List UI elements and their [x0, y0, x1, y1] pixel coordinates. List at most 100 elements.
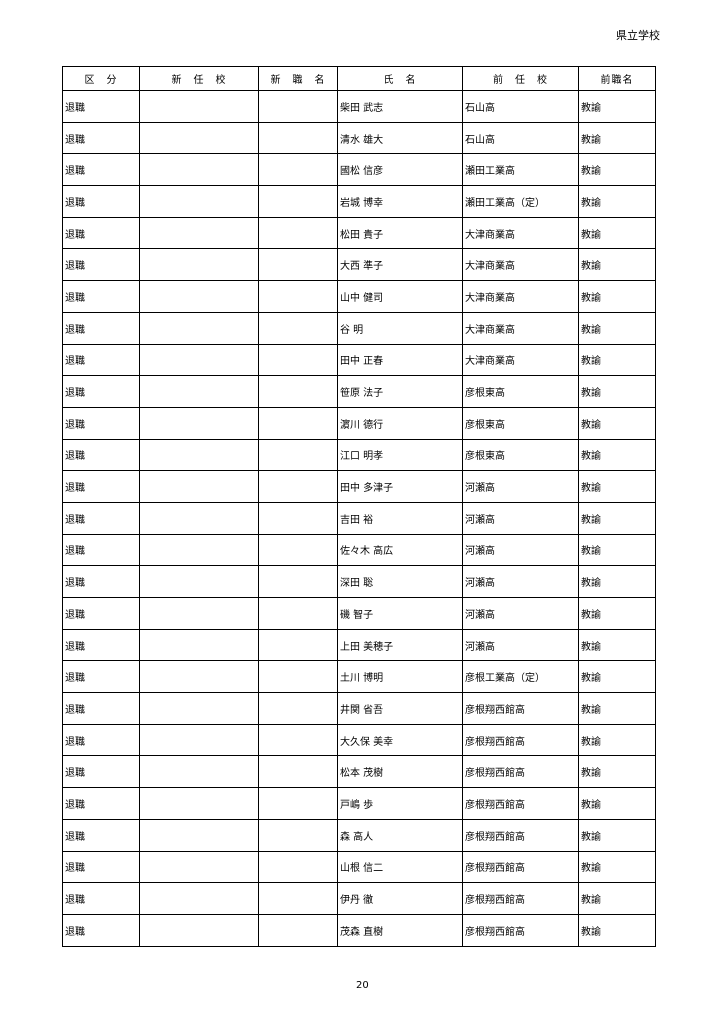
new-position-cell [258, 121, 338, 155]
previous-school-cell: 彦根翔西館高 [462, 913, 579, 947]
new-position-cell [258, 723, 338, 757]
previous-position-cell: 教諭 [578, 470, 656, 503]
previous-school-cell: 彦根翔西館高 [462, 850, 579, 884]
category-cell: 退職 [62, 216, 140, 250]
previous-school-cell: 河瀬高 [462, 470, 579, 503]
name-cell: 國松 信彦 [337, 153, 463, 187]
new-position-cell [258, 692, 338, 725]
table-row: 退職 田中 多津子 河瀬高 教諭 [62, 470, 656, 503]
table-row: 退職 井関 省吾 彦根翔西館高 教諭 [62, 692, 656, 725]
new-position-cell [258, 470, 338, 503]
previous-position-cell: 教諭 [578, 90, 656, 123]
previous-position-cell: 教諭 [578, 121, 656, 155]
previous-school-cell: 瀬田工業高（定） [462, 185, 579, 218]
new-school-cell [139, 501, 259, 535]
category-cell: 退職 [62, 343, 140, 377]
new-school-cell [139, 121, 259, 155]
previous-school-cell: 瀬田工業高 [462, 153, 579, 187]
new-position-cell [258, 343, 338, 377]
new-position-cell [258, 913, 338, 947]
new-school-cell [139, 597, 259, 630]
category-cell: 退職 [62, 533, 140, 567]
category-cell: 退職 [62, 597, 140, 630]
table-row: 退職 戸嶋 歩彦根翔西館高 教諭 [62, 787, 656, 820]
table-body: 退職 柴田 武志 石山高 教諭 退職 清水 雄大 石山高 教諭 退職 國松 信彦 瀬田工業高 教諭 退職… [62, 90, 656, 947]
previous-position-cell: 教諭 [578, 723, 656, 757]
table-row: 退職 山中 健司 大津商業高 教諭 [62, 280, 656, 313]
name-cell: 茂森 直樹 [337, 913, 463, 947]
category-cell: 退職 [62, 850, 140, 884]
previous-position-cell: 教諭 [578, 787, 656, 820]
new-school-cell [139, 692, 259, 725]
previous-position-cell: 教諭 [578, 311, 656, 345]
new-school-cell [139, 90, 259, 123]
previous-school-cell: 彦根東高 [462, 375, 579, 408]
name-cell: 磯 智子 [337, 597, 463, 630]
new-school-cell [139, 406, 259, 440]
previous-position-cell: 教諭 [578, 597, 656, 630]
name-cell: 谷 明 [337, 311, 463, 345]
new-school-cell [139, 470, 259, 503]
new-position-cell [258, 787, 338, 820]
new-position-cell [258, 90, 338, 123]
new-position-cell [258, 280, 338, 313]
name-cell: 松田 貴子 [337, 216, 463, 250]
header-label: 県立学校 [616, 29, 660, 42]
new-position-cell [258, 660, 338, 694]
previous-position-cell: 教諭 [578, 185, 656, 218]
new-position-cell [258, 533, 338, 567]
name-cell: 山中 健司 [337, 280, 463, 313]
previous-position-cell: 教諭 [578, 343, 656, 377]
column-header-name: 氏 名 [337, 66, 463, 91]
new-school-cell [139, 280, 259, 313]
new-school-cell [139, 628, 259, 662]
name-cell: 佐々木 高広 [337, 533, 463, 567]
new-position-cell [258, 248, 338, 282]
new-school-cell [139, 311, 259, 345]
previous-position-cell: 教諭 [578, 216, 656, 250]
name-cell: 上田 美穂子 [337, 628, 463, 662]
previous-position-cell: 教諭 [578, 913, 656, 947]
name-cell: 笹原 法子 [337, 375, 463, 408]
category-cell: 退職 [62, 311, 140, 345]
category-cell: 退職 [62, 882, 140, 915]
category-cell: 退職 [62, 185, 140, 218]
new-position-cell [258, 628, 338, 662]
new-school-cell [139, 216, 259, 250]
table-row: 退職 國松 信彦 瀬田工業高 教諭 [62, 153, 656, 187]
previous-school-cell: 彦根翔西館高 [462, 818, 579, 852]
previous-position-cell: 教諭 [578, 533, 656, 567]
name-cell: 戸嶋 歩 [337, 787, 463, 820]
new-school-cell [139, 343, 259, 377]
table-row: 退職 大西 準子 大津商業高 教諭 [62, 248, 656, 282]
name-cell: 清水 雄大 [337, 121, 463, 155]
previous-school-cell: 大津商業高 [462, 343, 579, 377]
new-school-cell [139, 438, 259, 472]
category-cell: 退職 [62, 406, 140, 440]
name-cell: 大久保 美幸 [337, 723, 463, 757]
new-position-cell [258, 755, 338, 789]
column-header-new-school: 新 任 校 [139, 66, 259, 91]
previous-school-cell: 大津商業高 [462, 311, 579, 345]
previous-position-cell: 教諭 [578, 882, 656, 915]
table-row: 退職 岩城 博幸 瀬田工業高（定） 教諭 [62, 185, 656, 218]
column-header-new-position: 新 職 名 [258, 66, 338, 91]
table-row: 退職 上田 美穂子 河瀬高 教諭 [62, 628, 656, 662]
page-number: 20 [356, 980, 369, 991]
new-school-cell [139, 787, 259, 820]
new-position-cell [258, 153, 338, 187]
table-row: 退職 笹原 法子 彦根東高 教諭 [62, 375, 656, 408]
previous-school-cell: 河瀬高 [462, 628, 579, 662]
previous-position-cell: 教諭 [578, 375, 656, 408]
new-school-cell [139, 533, 259, 567]
name-cell: 土川 博明 [337, 660, 463, 694]
previous-position-cell: 教諭 [578, 755, 656, 789]
table-row: 退職 柴田 武志 石山高 教諭 [62, 90, 656, 123]
new-position-cell [258, 597, 338, 630]
previous-school-cell: 彦根翔西館高 [462, 755, 579, 789]
previous-school-cell: 彦根翔西館高 [462, 692, 579, 725]
previous-position-cell: 教諭 [578, 628, 656, 662]
table-row: 退職 磯 智子 河瀬高 教諭 [62, 597, 656, 630]
category-cell: 退職 [62, 375, 140, 408]
category-cell: 退職 [62, 501, 140, 535]
